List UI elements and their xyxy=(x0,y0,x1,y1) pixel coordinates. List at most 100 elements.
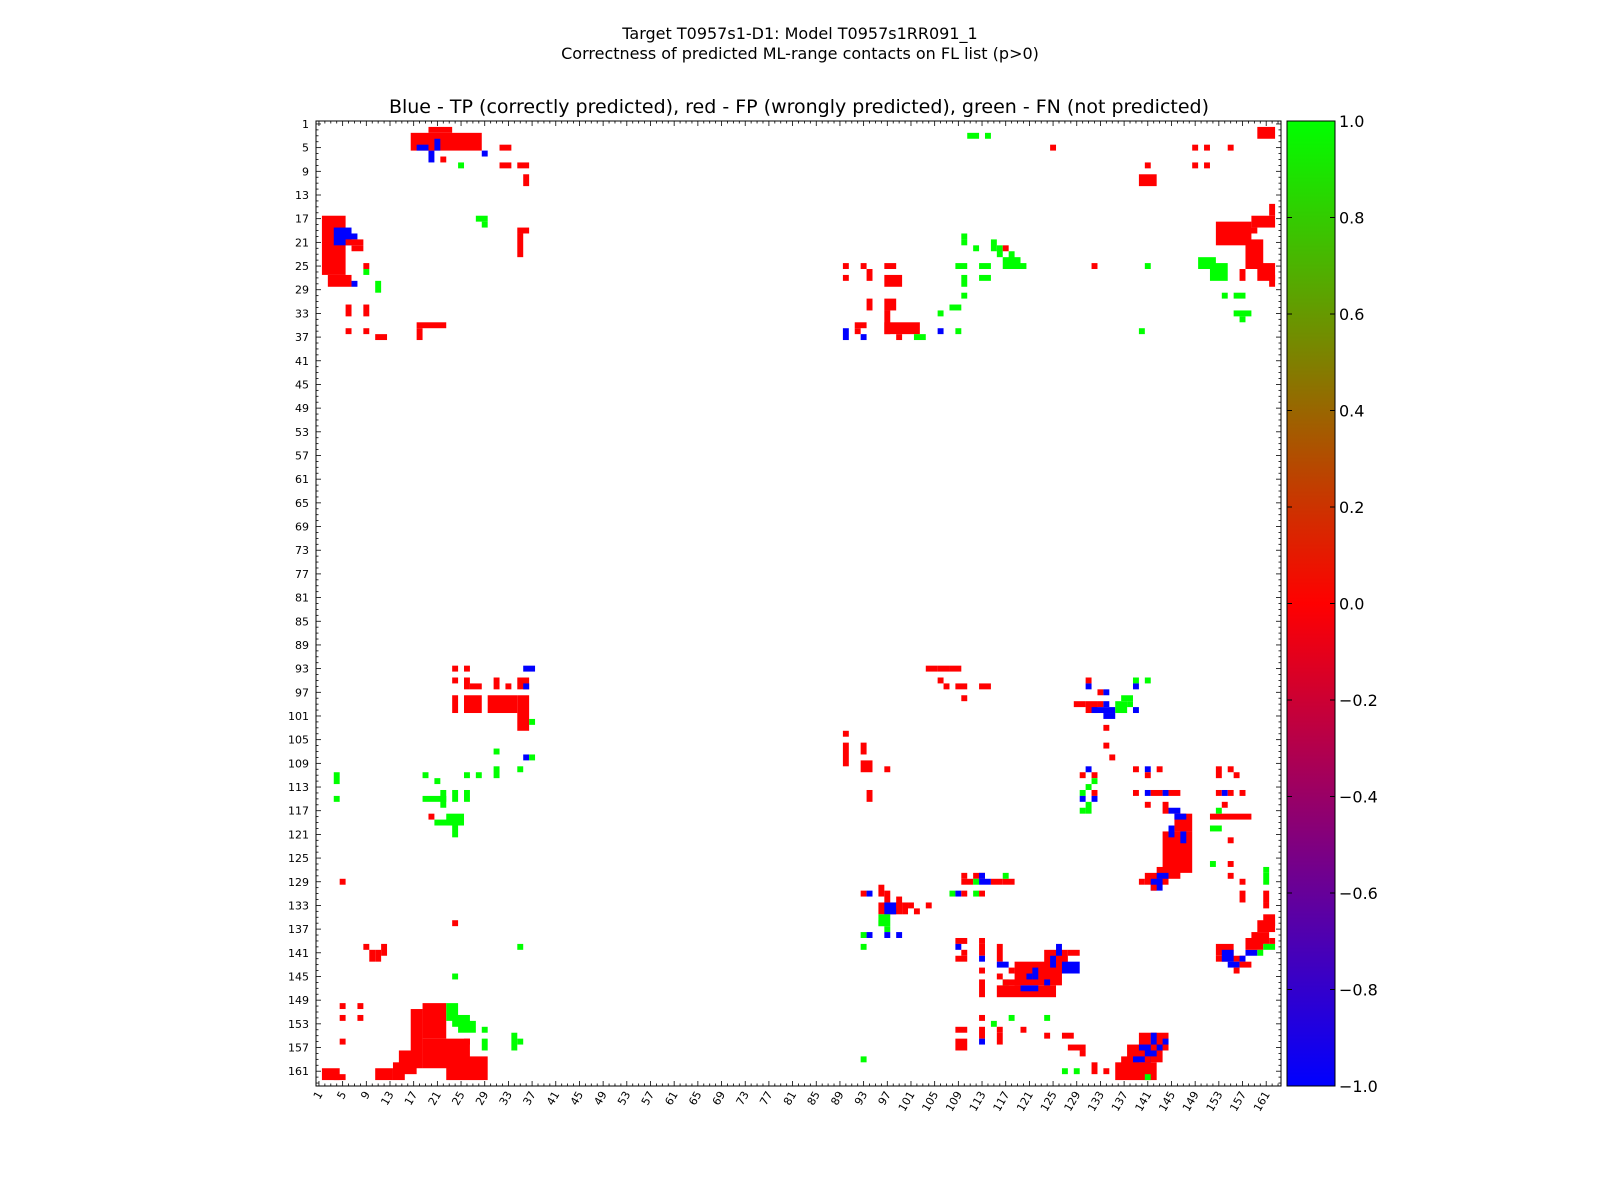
contact-cell-fn xyxy=(452,789,459,802)
contact-cell-fp xyxy=(1103,1068,1110,1075)
x-tick-label: 121 xyxy=(1014,1089,1036,1114)
contact-cell-fp xyxy=(523,174,530,187)
contact-cell-fp xyxy=(884,322,920,335)
y-tick-label: 33 xyxy=(295,307,309,320)
plot-frame xyxy=(315,120,1282,1087)
contact-cell-tp xyxy=(1132,1056,1151,1063)
contact-cell-tp xyxy=(955,890,962,897)
contact-cell-fn xyxy=(1132,677,1139,684)
y-tick-label: 93 xyxy=(295,663,309,676)
contact-cell-fp xyxy=(1215,766,1222,779)
contact-cell-fp xyxy=(996,1032,1003,1045)
contact-cell-fp xyxy=(943,683,950,690)
contact-cell-fp xyxy=(1269,937,1276,944)
contact-cell-fp xyxy=(1002,979,1021,986)
contact-cell-tp xyxy=(434,138,441,151)
contact-cell-fn xyxy=(1239,316,1246,323)
contact-cell-fn xyxy=(979,274,991,281)
contact-cell-fp xyxy=(955,683,968,690)
contact-cell-fp xyxy=(1233,967,1240,974)
contact-cell-tp xyxy=(523,683,530,690)
y-tick-label: 161 xyxy=(288,1065,309,1078)
x-tick-label: 81 xyxy=(781,1089,799,1108)
contact-cell-tp xyxy=(979,955,985,962)
contact-cell-fn xyxy=(1233,292,1246,299)
contact-cell-fp xyxy=(345,239,364,246)
contact-cell-fp xyxy=(1002,878,1015,885)
contact-cell-fp xyxy=(392,1062,405,1081)
contact-cell-fp xyxy=(908,902,914,909)
contact-cell-fp xyxy=(1227,872,1234,879)
contact-cell-fn xyxy=(1144,263,1151,270)
contact-cell-fn xyxy=(973,890,980,897)
contact-cell-fn xyxy=(1008,1014,1015,1021)
contact-cell-fp xyxy=(996,943,1003,962)
contact-cell-fp xyxy=(979,890,985,897)
y-tick-label: 145 xyxy=(288,970,309,983)
contact-cell-fp xyxy=(1209,813,1252,820)
contact-cell-fp xyxy=(428,813,435,820)
x-tick-label: 13 xyxy=(378,1089,396,1108)
contact-cell-fp xyxy=(1227,861,1234,867)
contact-cell-fp xyxy=(902,902,909,915)
contact-cell-fp xyxy=(842,742,849,767)
contact-cell-fp xyxy=(1097,689,1104,696)
contact-cell-tp xyxy=(523,754,530,761)
contact-cell-tp xyxy=(860,334,867,341)
colorbar-tick-label: −0.6 xyxy=(1339,884,1378,903)
contact-cell-fn xyxy=(1091,778,1098,785)
contact-cell-fn xyxy=(475,215,488,222)
contact-cell-fn xyxy=(446,813,465,826)
x-tick-label: 1 xyxy=(311,1089,326,1102)
contact-cell-fp xyxy=(1227,837,1234,844)
contact-cell-fn xyxy=(529,754,536,761)
contact-cell-fn xyxy=(1233,310,1252,317)
contact-cell-fp xyxy=(1079,772,1086,779)
y-tick-label: 89 xyxy=(295,639,309,652)
y-tick-label: 81 xyxy=(295,592,309,605)
contact-cell-fn xyxy=(1044,1014,1051,1021)
contact-cell-fp xyxy=(422,1003,447,1039)
y-tick-label: 13 xyxy=(295,189,309,202)
contact-cell-tp xyxy=(937,328,944,335)
contact-cell-tp xyxy=(1221,949,1234,962)
contact-cell-fn xyxy=(511,1032,518,1051)
contact-cell-tp xyxy=(1061,961,1080,974)
contact-cell-fn xyxy=(1263,943,1276,950)
contact-cell-tp xyxy=(1162,789,1169,796)
y-tick-label: 25 xyxy=(295,260,309,273)
contact-cell-fp xyxy=(428,126,453,133)
contact-cell-fp xyxy=(884,890,891,903)
contact-cell-fn xyxy=(884,926,891,933)
contact-cell-fp xyxy=(955,1038,968,1051)
contact-cell-tp xyxy=(1227,961,1240,968)
y-tick-label: 69 xyxy=(295,521,309,534)
contact-cell-fp xyxy=(896,896,903,909)
y-tick-label: 9 xyxy=(302,165,309,178)
contact-cell-fn xyxy=(955,263,968,270)
y-tick-label: 21 xyxy=(295,236,309,249)
contact-cell-fp xyxy=(339,1014,346,1021)
y-tick-label: 65 xyxy=(295,497,309,510)
contact-cell-tp xyxy=(1132,707,1139,714)
contact-cell-fn xyxy=(1008,251,1015,264)
contact-cell-fp xyxy=(1067,1044,1086,1051)
y-tick-label: 153 xyxy=(288,1018,309,1031)
contact-cell-fp xyxy=(1257,126,1276,139)
contact-cell-tp xyxy=(1044,979,1051,986)
contact-cell-tp xyxy=(351,280,358,287)
contact-cell-fn xyxy=(955,328,962,335)
contact-cell-fn xyxy=(481,221,488,228)
x-tick-label: 137 xyxy=(1109,1089,1131,1114)
contact-cell-fn xyxy=(967,132,980,139)
contact-cell-fp xyxy=(321,1068,340,1081)
contact-cell-fp xyxy=(884,766,891,773)
contact-cell-fn xyxy=(375,280,382,293)
contact-cell-fp xyxy=(333,1074,346,1081)
contact-cell-tp xyxy=(1156,872,1169,879)
contact-cell-fn xyxy=(333,772,340,785)
contact-cell-tp xyxy=(1150,878,1163,891)
contact-cell-fp xyxy=(955,937,968,944)
contact-cell-fp xyxy=(979,943,985,956)
